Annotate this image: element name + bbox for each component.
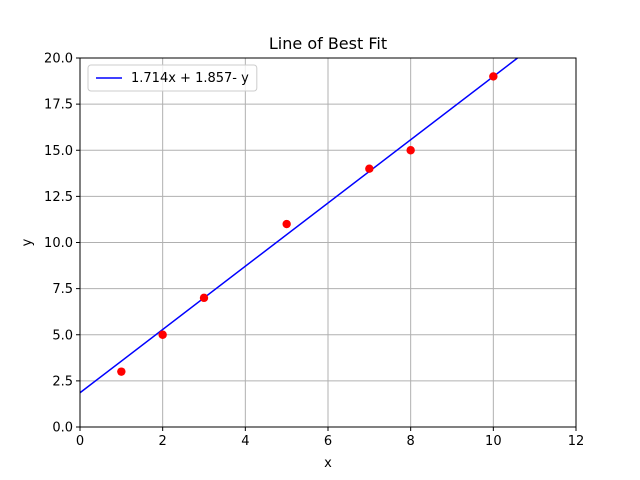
- data-point: [282, 219, 291, 229]
- x-tick-label: 10: [485, 434, 502, 449]
- data-points: [117, 72, 498, 376]
- grid-lines: [79, 57, 577, 428]
- data-point: [117, 367, 126, 376]
- y-tick-label: 2.5: [52, 374, 73, 389]
- data-point: [199, 293, 209, 303]
- y-axis-label: y: [20, 238, 35, 246]
- y-tick-label: 15.0: [44, 144, 73, 159]
- x-tick-label: 6: [324, 434, 332, 449]
- fit-line: [79, 57, 518, 394]
- legend-entry-label: 1.714x + 1.857- y: [131, 71, 249, 86]
- y-tick-label: 12.5: [44, 190, 73, 205]
- y-tick-label: 7.5: [52, 282, 73, 297]
- chart-title: Line of Best Fit: [269, 34, 387, 53]
- x-tick-label: 0: [76, 434, 84, 449]
- axis-ticks: 0 2 4 6 8 10 12 0.0 2.5 5.0 7.5 10.0 12.5 15.0 17.5 20.…: [44, 52, 584, 450]
- fit-line-layer: [79, 57, 518, 394]
- legend-box: [87, 64, 258, 92]
- x-tick-label: 8: [407, 434, 415, 449]
- x-axis-label: x: [324, 456, 332, 471]
- y-tick-label: 20.0: [44, 52, 73, 67]
- y-tick-label: 0.0: [52, 421, 73, 436]
- x-tick-label: 2: [159, 434, 167, 449]
- data-point: [158, 330, 167, 339]
- legend: 1.714x + 1.857- y: [87, 64, 258, 92]
- x-tick-label: 4: [241, 434, 249, 449]
- y-tick-label: 5.0: [52, 328, 73, 343]
- data-point: [365, 164, 374, 173]
- y-tick-label: 10.0: [44, 236, 73, 251]
- x-tick-label: 12: [568, 434, 585, 449]
- data-point: [489, 72, 498, 81]
- data-point: [406, 146, 415, 155]
- y-tick-label: 17.5: [44, 98, 73, 113]
